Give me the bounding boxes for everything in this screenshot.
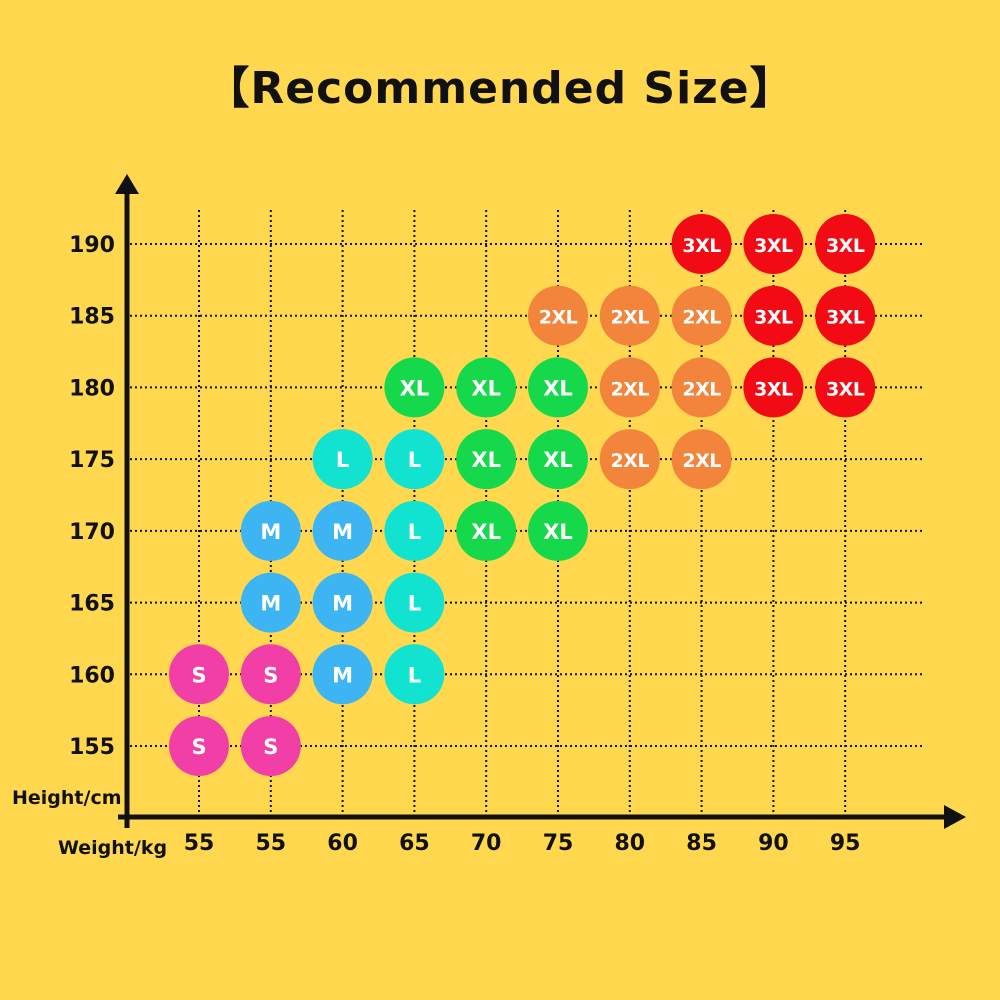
size-point-3xl xyxy=(815,214,876,274)
size-point-label: XL xyxy=(543,376,573,400)
size-point-label: L xyxy=(408,663,421,687)
size-point-label: XL xyxy=(543,448,573,472)
size-point-m xyxy=(312,572,373,633)
x-axis-arrow-icon xyxy=(944,805,966,829)
size-point-label: 2XL xyxy=(682,378,721,400)
size-point-l xyxy=(384,572,445,633)
size-point-2xl xyxy=(599,357,660,418)
size-point-m xyxy=(240,572,301,633)
y-tick-label: 180 xyxy=(69,376,115,401)
size-point-label: XL xyxy=(400,376,430,400)
size-point-label: XL xyxy=(471,520,501,544)
size-point-2xl xyxy=(528,285,588,346)
size-point-l xyxy=(384,644,445,705)
size-point-label: 3XL xyxy=(754,378,793,400)
size-point-label: 3XL xyxy=(682,235,721,257)
axes xyxy=(115,174,966,829)
x-tick-label: 90 xyxy=(758,831,789,856)
size-point-s xyxy=(169,644,229,705)
size-point-2xl xyxy=(671,357,732,418)
y-tick-label: 185 xyxy=(69,305,115,330)
size-point-3xl xyxy=(815,285,876,346)
size-point-label: 3XL xyxy=(754,307,793,329)
size-point-l xyxy=(384,500,445,561)
size-point-label: L xyxy=(408,520,421,544)
size-point-2xl xyxy=(671,285,732,346)
y-axis-label: Height/cm xyxy=(12,787,122,809)
size-point-label: 2XL xyxy=(611,450,650,472)
size-point-label: 3XL xyxy=(754,235,793,257)
size-point-2xl xyxy=(671,429,732,490)
size-point-label: 2XL xyxy=(682,450,721,472)
size-point-xl xyxy=(456,357,517,418)
size-point-label: 3XL xyxy=(826,235,865,257)
size-point-3xl xyxy=(743,285,804,346)
y-tick-label: 160 xyxy=(69,663,115,688)
size-point-m xyxy=(312,500,373,561)
size-point-xl xyxy=(528,357,588,418)
size-point-2xl xyxy=(599,285,660,346)
size-point-m xyxy=(312,644,373,705)
size-point-label: S xyxy=(191,663,206,687)
tick-labels: 55 55 60 65 70 75 80 85 90 95 155 160 165 170 175 180 18… xyxy=(69,233,860,856)
x-tick-label: 85 xyxy=(686,831,717,856)
y-tick-label: 190 xyxy=(69,233,115,258)
size-point-label: M xyxy=(260,592,281,616)
size-point-3xl xyxy=(743,357,804,418)
size-point-3xl xyxy=(815,357,876,418)
size-point-label: M xyxy=(332,663,353,687)
size-point-label: XL xyxy=(471,376,501,400)
y-tick-label: 170 xyxy=(69,520,115,545)
x-tick-label: 65 xyxy=(399,831,430,856)
size-point-label: M xyxy=(332,592,353,616)
size-point-xl xyxy=(384,357,445,418)
size-point-xl xyxy=(528,500,588,561)
size-point-l xyxy=(312,429,373,490)
size-point-3xl xyxy=(743,214,804,274)
size-point-label: S xyxy=(191,735,206,759)
x-tick-label: 60 xyxy=(327,831,358,856)
x-axis-label: Weight/kg xyxy=(58,837,167,859)
x-tick-label: 80 xyxy=(614,831,645,856)
y-tick-label: 175 xyxy=(69,448,115,473)
size-point-label: L xyxy=(408,448,421,472)
size-point-label: S xyxy=(263,663,278,687)
y-tick-label: 165 xyxy=(69,592,115,617)
size-point-m xyxy=(240,500,301,561)
size-point-xl xyxy=(456,500,517,561)
size-point-label: M xyxy=(332,520,353,544)
y-axis-arrow-icon xyxy=(115,174,139,194)
x-tick-label: 70 xyxy=(471,831,502,856)
size-point-label: L xyxy=(336,448,349,472)
size-point-label: 3XL xyxy=(826,378,865,400)
size-point-s xyxy=(169,716,229,776)
size-point-label: 3XL xyxy=(826,307,865,329)
y-tick-label: 155 xyxy=(69,735,115,760)
x-tick-label: 55 xyxy=(184,831,215,856)
size-point-s xyxy=(240,644,301,705)
size-point-label: 2XL xyxy=(682,307,721,329)
size-point-label: S xyxy=(263,735,278,759)
size-point-label: L xyxy=(408,592,421,616)
size-point-l xyxy=(384,429,445,490)
size-points: 3XL 3XL 3XL 2XL 2XL 2XL 3XL 3XL XL XL XL 2XL 2XL 3XL 3… xyxy=(169,214,876,776)
chart-title: 【Recommended Size】 xyxy=(205,63,795,114)
size-point-2xl xyxy=(599,429,660,490)
size-point-label: 2XL xyxy=(611,307,650,329)
size-point-label: 2XL xyxy=(539,307,578,329)
size-point-label: XL xyxy=(543,520,573,544)
size-point-label: 2XL xyxy=(611,378,650,400)
size-point-3xl xyxy=(671,214,732,274)
size-point-xl xyxy=(528,429,588,490)
x-tick-label: 75 xyxy=(543,831,574,856)
size-point-xl xyxy=(456,429,517,490)
size-point-label: XL xyxy=(471,448,501,472)
x-tick-label: 55 xyxy=(255,831,286,856)
size-point-label: M xyxy=(260,520,281,544)
size-point-s xyxy=(240,716,301,776)
x-tick-label: 95 xyxy=(830,831,861,856)
